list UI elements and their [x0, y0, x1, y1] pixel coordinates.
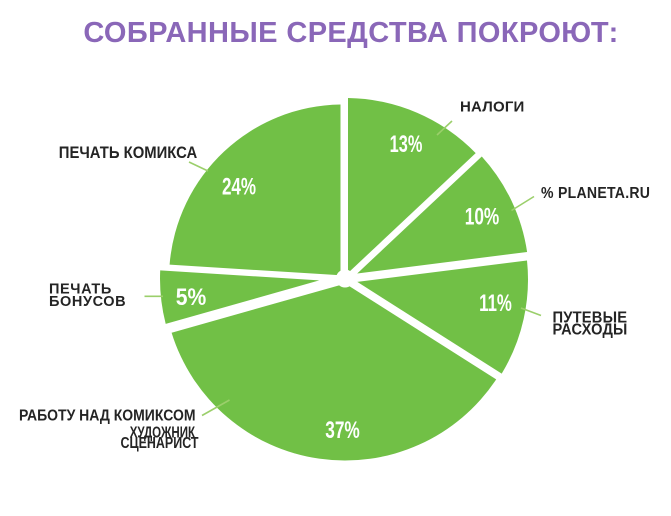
svg-text:ХУДОЖНИК: ХУДОЖНИК [130, 423, 196, 441]
svg-text:11%: 11% [479, 290, 512, 317]
svg-text:РАБОТУ НАД КОМИКСОМ: РАБОТУ НАД КОМИКСОМ [19, 407, 196, 425]
svg-text:ПЕЧАТЬ КОМИКСА: ПЕЧАТЬ КОМИКСА [59, 144, 197, 162]
svg-text:НАЛОГИ: НАЛОГИ [460, 99, 525, 116]
svg-text:37%: 37% [325, 417, 360, 443]
svg-text:% PLANETA.RU: % PLANETA.RU [541, 184, 650, 202]
svg-text:10%: 10% [465, 204, 500, 230]
svg-text:5%: 5% [176, 284, 207, 311]
svg-text:13%: 13% [390, 131, 423, 158]
svg-text:24%: 24% [222, 174, 256, 201]
svg-text:СЦЕНАРИСТ: СЦЕНАРИСТ [121, 435, 199, 453]
svg-text:ПЕЧАТЬ: ПЕЧАТЬ [49, 282, 112, 298]
svg-text:БОНУСОВ: БОНУСОВ [49, 294, 126, 310]
svg-text:СОБРАННЫЕ СРЕДСТВА ПОКРОЮТ:: СОБРАННЫЕ СРЕДСТВА ПОКРОЮТ: [83, 17, 618, 49]
svg-text:ПУТЕВЫЕ: ПУТЕВЫЕ [553, 309, 628, 326]
svg-text:РАСХОДЫ: РАСХОДЫ [553, 321, 628, 339]
